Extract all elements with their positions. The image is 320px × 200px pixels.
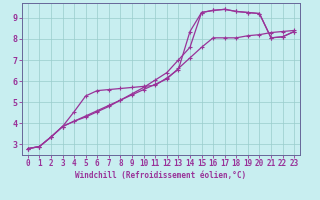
X-axis label: Windchill (Refroidissement éolien,°C): Windchill (Refroidissement éolien,°C) bbox=[76, 171, 247, 180]
